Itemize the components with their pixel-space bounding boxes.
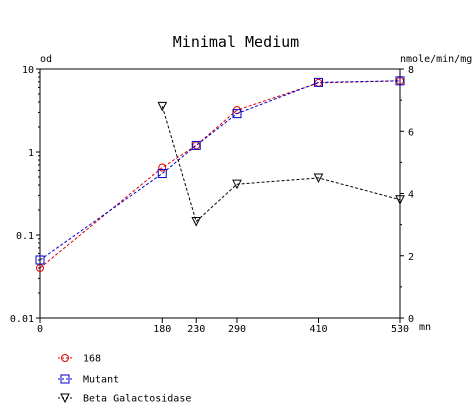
x-tick-label: 0 bbox=[37, 324, 43, 335]
legend: 168 Mutant Beta Galactosidase bbox=[58, 354, 191, 405]
y-left-tick-label: 0.1 bbox=[16, 231, 34, 242]
data-point bbox=[191, 140, 201, 150]
data-point bbox=[395, 76, 405, 86]
y-left-tick-label: 10 bbox=[22, 65, 34, 76]
series-line bbox=[161, 106, 401, 223]
x-tick-label: 180 bbox=[153, 324, 171, 335]
legend-label: Mutant bbox=[83, 375, 119, 386]
x-tick-label: 230 bbox=[187, 324, 205, 335]
legend-label: 168 bbox=[83, 354, 101, 365]
x-tick-label: 290 bbox=[228, 324, 246, 335]
series-line bbox=[39, 80, 401, 269]
data-point bbox=[35, 255, 45, 265]
ticks-group: 0 180 230 290 410 530 0.01 0.1 1 10 0 2 4 6 8 bbox=[10, 65, 414, 335]
x-tick-label: 410 bbox=[309, 324, 327, 335]
series-group bbox=[35, 76, 405, 273]
x-unit-label: mn bbox=[419, 322, 431, 333]
y-right-tick-label: 4 bbox=[408, 190, 414, 201]
data-point bbox=[157, 169, 167, 179]
series-line bbox=[39, 80, 401, 261]
y-right-tick-label: 0 bbox=[408, 314, 414, 325]
data-point bbox=[232, 179, 242, 190]
left-axis-label: od bbox=[40, 54, 52, 65]
y-right-tick-label: 2 bbox=[408, 252, 414, 263]
y-left-tick-label: 0.01 bbox=[10, 314, 34, 325]
data-point bbox=[36, 264, 44, 273]
y-left-tick-label: 1 bbox=[28, 148, 34, 159]
x-tick-label: 530 bbox=[391, 324, 409, 335]
y-right-tick-label: 6 bbox=[408, 127, 414, 138]
data-point bbox=[232, 109, 242, 119]
legend-marker bbox=[60, 393, 70, 404]
data-point bbox=[157, 101, 168, 112]
data-point bbox=[313, 77, 323, 87]
data-point bbox=[313, 173, 324, 184]
legend-label: Beta Galactosidase bbox=[83, 394, 191, 405]
data-point bbox=[395, 195, 405, 205]
y-right-tick-label: 8 bbox=[408, 65, 414, 76]
chart-title: Minimal Medium bbox=[173, 33, 299, 51]
legend-marker bbox=[60, 374, 70, 384]
right-axis-label: nmole/min/mg bbox=[400, 54, 472, 65]
legend-marker bbox=[61, 354, 69, 362]
data-point bbox=[191, 217, 202, 227]
data-point bbox=[158, 163, 167, 172]
